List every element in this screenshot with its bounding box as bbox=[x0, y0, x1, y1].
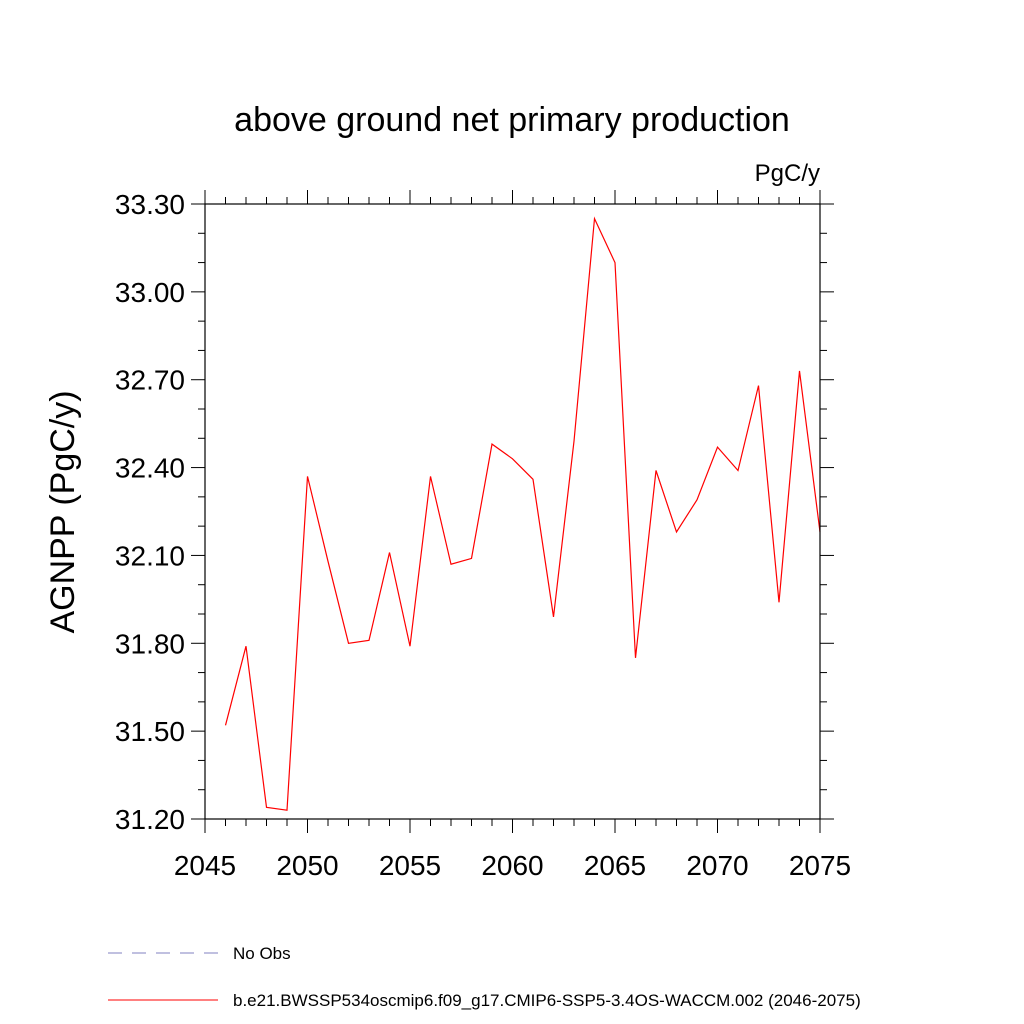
x-tick-label: 2065 bbox=[584, 850, 646, 881]
y-tick-label: 31.50 bbox=[115, 716, 185, 747]
y-tick-label: 32.40 bbox=[115, 453, 185, 484]
legend-label-series: b.e21.BWSSP534oscmip6.f09_g17.CMIP6-SSP5… bbox=[233, 991, 861, 1010]
x-tick-label: 2055 bbox=[379, 850, 441, 881]
units-label: PgC/y bbox=[755, 160, 820, 187]
x-tick-label: 2060 bbox=[481, 850, 543, 881]
plot-area bbox=[224, 216, 821, 811]
x-tick-label: 2070 bbox=[686, 850, 748, 881]
y-tick-label: 33.30 bbox=[115, 189, 185, 220]
legend: No Obs b.e21.BWSSP534oscmip6.f09_g17.CMI… bbox=[108, 944, 861, 1010]
y-tick-label: 31.80 bbox=[115, 628, 185, 659]
x-tick-label: 2075 bbox=[789, 850, 851, 881]
axes: 2045 2050 2055 2060 2065 2070 2075 31.20 31.50 31… bbox=[115, 189, 851, 881]
y-axis-label: AGNPP (PgC/y) bbox=[44, 390, 82, 633]
y-tick-label: 32.70 bbox=[115, 365, 185, 396]
y-tick-label: 33.00 bbox=[115, 277, 185, 308]
x-tick-label: 2045 bbox=[174, 850, 236, 881]
y-tick-label: 32.10 bbox=[115, 540, 185, 571]
x-tick-label: 2050 bbox=[276, 850, 338, 881]
plot-frame bbox=[204, 203, 821, 820]
chart-title: above ground net primary production bbox=[234, 101, 790, 139]
legend-label-no-obs: No Obs bbox=[233, 944, 291, 963]
y-tick-label: 31.20 bbox=[115, 804, 185, 835]
series-line bbox=[224, 216, 821, 811]
